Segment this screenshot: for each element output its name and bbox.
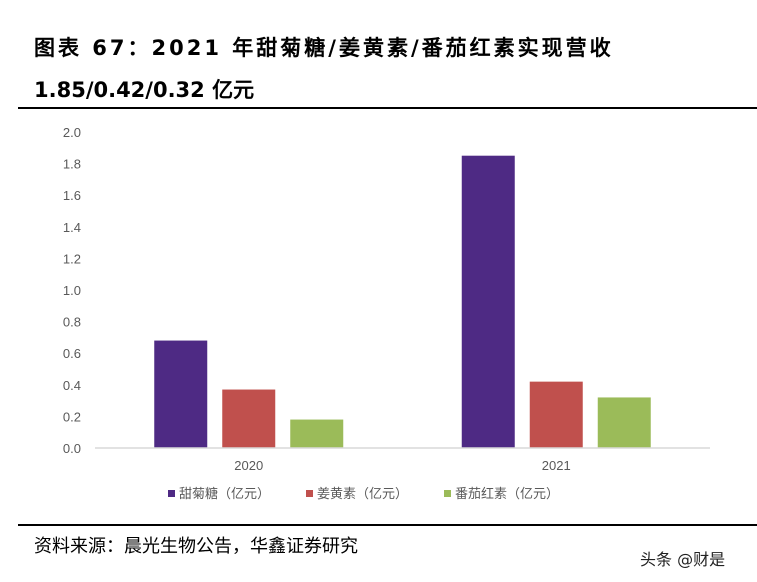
chart-title-line1: 图表 67：2021 年甜菊糖/姜黄素/番茄红素实现营收 [34,36,614,60]
bar-2020-1 [222,389,276,448]
y-tick-label: 0.2 [63,409,81,424]
y-tick-label: 0.0 [63,441,81,456]
y-tick-label: 1.4 [63,220,81,235]
top-divider [18,107,757,109]
bar-2021-0 [461,155,515,448]
y-tick-label: 1.8 [63,157,81,172]
y-tick-label: 0.8 [63,315,81,330]
bottom-divider [18,524,757,526]
legend-swatch [306,490,313,497]
bar-2021-2 [597,397,651,448]
y-tick-label: 0.4 [63,378,81,393]
legend-swatch [168,490,175,497]
source-note: 资料来源：晨光生物公告，华鑫证券研究 [34,536,358,557]
y-tick-label: 0.6 [63,346,81,361]
y-tick-label: 1.2 [63,251,81,266]
watermark: 头条 @财是 [640,550,726,569]
y-tick-label: 1.6 [63,188,81,203]
x-tick-label: 2020 [234,458,263,473]
legend-label: 甜菊糖（亿元） [179,486,270,502]
chart-title-line2: 1.85/0.42/0.32 亿元 [34,78,255,102]
legend-label: 番茄红素（亿元） [455,486,559,502]
legend-swatch [444,490,451,497]
y-tick-label: 2.0 [63,125,81,140]
bar-2020-0 [154,340,208,448]
bar-2021-1 [529,381,583,448]
y-tick-label: 1.0 [63,283,81,298]
bar-2020-2 [290,419,344,448]
legend-label: 姜黄素（亿元） [317,487,408,502]
bar-chart: 0.0 0.2 0.4 0.6 0.8 1.0 1.2 1.4 1.6 1.8 2.0 2020 202… [63,125,710,502]
x-tick-label: 2021 [542,458,571,473]
